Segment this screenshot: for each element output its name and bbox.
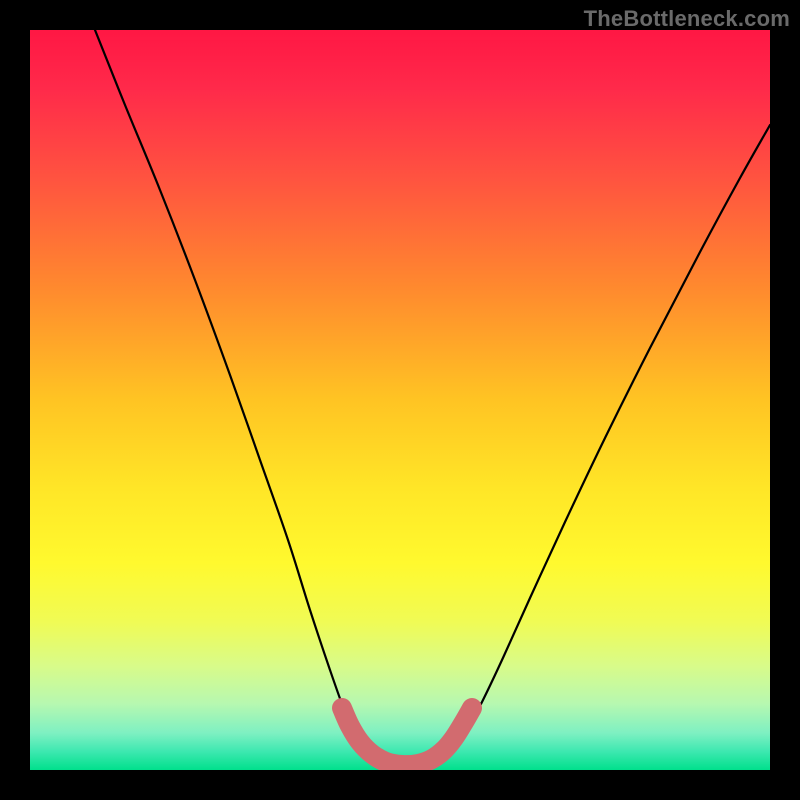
chart-svg — [30, 30, 770, 770]
highlight-overlay — [342, 708, 472, 765]
watermark-text: TheBottleneck.com — [584, 6, 790, 32]
chart-frame: TheBottleneck.com — [0, 0, 800, 800]
bottleneck-curve — [95, 30, 770, 770]
plot-area — [30, 30, 770, 770]
